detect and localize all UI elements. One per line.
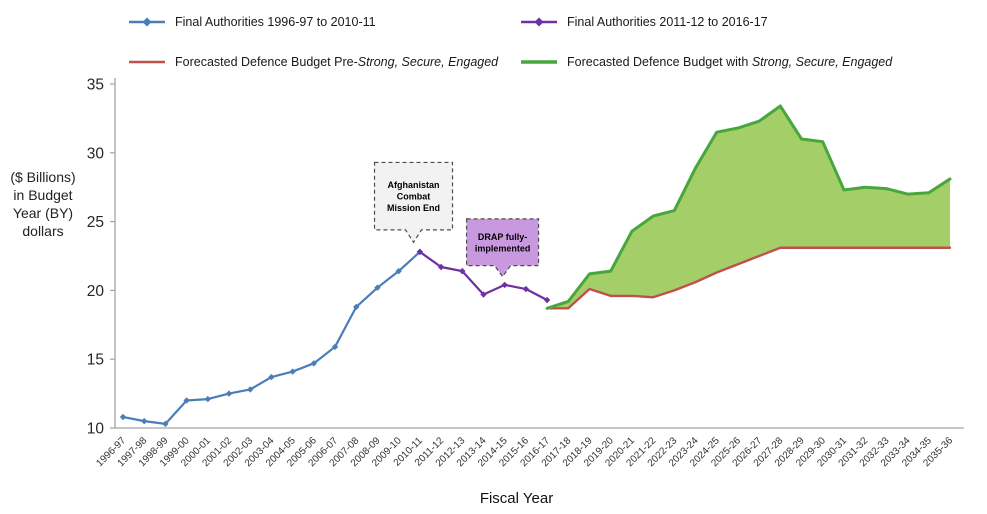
callout-text-line: implemented	[475, 243, 531, 253]
callout-text-line: DRAP fully-	[478, 232, 527, 242]
legend-line-marker-icon	[521, 17, 557, 27]
legend-label: Forecasted Defence Budget Pre-Strong, Se…	[175, 55, 498, 69]
legend-label: Forecasted Defence Budget with Strong, S…	[567, 55, 892, 69]
data-point-marker	[141, 417, 148, 425]
x-axis-labels: 1996-971997-981998-991999-002000-012001-…	[94, 435, 955, 469]
legend-label-italic: Strong, Secure, Engaged	[751, 55, 893, 69]
y-axis-ticks: 10 15 20 25 30 35	[87, 77, 115, 438]
legend-item-final-authorities-1996: Final Authorities 1996-97 to 2010-11	[128, 12, 520, 32]
callout-text-line: Mission End	[387, 203, 440, 213]
data-point-marker	[395, 267, 402, 275]
sse-funding-gap-area	[547, 106, 950, 309]
series-line-final-authorities-1996-2010	[121, 250, 421, 425]
data-point-marker	[310, 360, 318, 367]
y-tick-label: 10	[87, 421, 105, 438]
data-point-marker	[119, 413, 127, 421]
annotation-drap: DRAP fully-implemented	[465, 218, 540, 278]
x-axis-title: Fiscal Year	[480, 490, 553, 507]
data-point-marker	[543, 296, 551, 304]
axes	[114, 78, 964, 429]
data-point-marker	[268, 373, 275, 381]
legend-label: Final Authorities 1996-97 to 2010-11	[175, 15, 376, 29]
data-point-marker	[501, 281, 508, 289]
series-markers-final-authorities-2011-2016	[416, 248, 551, 304]
y-tick-label: 35	[87, 77, 104, 94]
data-point-marker	[225, 390, 233, 397]
callout-shape	[465, 218, 540, 278]
legend-item-forecast-with-sse: Forecasted Defence Budget with Strong, S…	[520, 52, 987, 72]
data-point-marker	[374, 284, 381, 291]
chart-legend: Final Authorities 1996-97 to 2010-11 Fin…	[0, 0, 987, 72]
data-point-marker	[247, 386, 254, 393]
data-point-marker	[522, 285, 530, 293]
legend-line-marker-icon	[129, 17, 165, 27]
legend-line-icon	[129, 60, 165, 64]
series-line-forecast-pre-sse	[545, 246, 952, 310]
legend-label-text: Final Authorities 1996-97 to 2010-11	[175, 15, 376, 29]
y-tick-label: 15	[87, 352, 104, 369]
y-tick-label: 30	[87, 145, 105, 162]
legend-label: Final Authorities 2011-12 to 2016-17	[567, 15, 768, 29]
legend-label-text: Forecasted Defence Budget with	[567, 55, 752, 69]
legend-label-text: Forecasted Defence Budget Pre-	[175, 55, 358, 69]
data-point-marker	[437, 263, 445, 271]
y-tick-label: 25	[87, 214, 104, 231]
callout-text-line: Afghanistan	[388, 180, 440, 190]
data-point-marker	[331, 343, 339, 351]
data-point-marker	[480, 291, 487, 298]
legend-item-forecast-pre-sse: Forecasted Defence Budget Pre-Strong, Se…	[128, 52, 520, 72]
legend-item-final-authorities-2011: Final Authorities 2011-12 to 2016-17	[520, 12, 987, 32]
y-axis-title: ($ Billions) in Budget Year (BY) dollars	[10, 169, 76, 239]
callout-shape	[373, 161, 454, 244]
legend-label-text: Final Authorities 2011-12 to 2016-17	[567, 15, 768, 29]
series-line-forecast-with-sse	[545, 104, 952, 310]
y-tick-label: 20	[87, 283, 105, 300]
data-point-marker	[162, 420, 169, 428]
legend-label-italic: Strong, Secure, Engaged	[357, 55, 499, 69]
data-point-marker	[416, 248, 424, 256]
data-point-marker	[459, 267, 466, 275]
data-point-marker	[289, 368, 296, 375]
series-markers-final-authorities-1996-2010	[119, 248, 424, 428]
legend-line-icon	[521, 60, 557, 64]
callout-text-line: Combat	[397, 192, 431, 202]
data-point-marker	[353, 303, 360, 311]
data-point-marker	[204, 395, 212, 403]
data-point-marker	[183, 397, 190, 404]
budget-line-chart: 10 15 20 25 30 35 1996-971997-981998-991999-00…	[87, 77, 964, 507]
